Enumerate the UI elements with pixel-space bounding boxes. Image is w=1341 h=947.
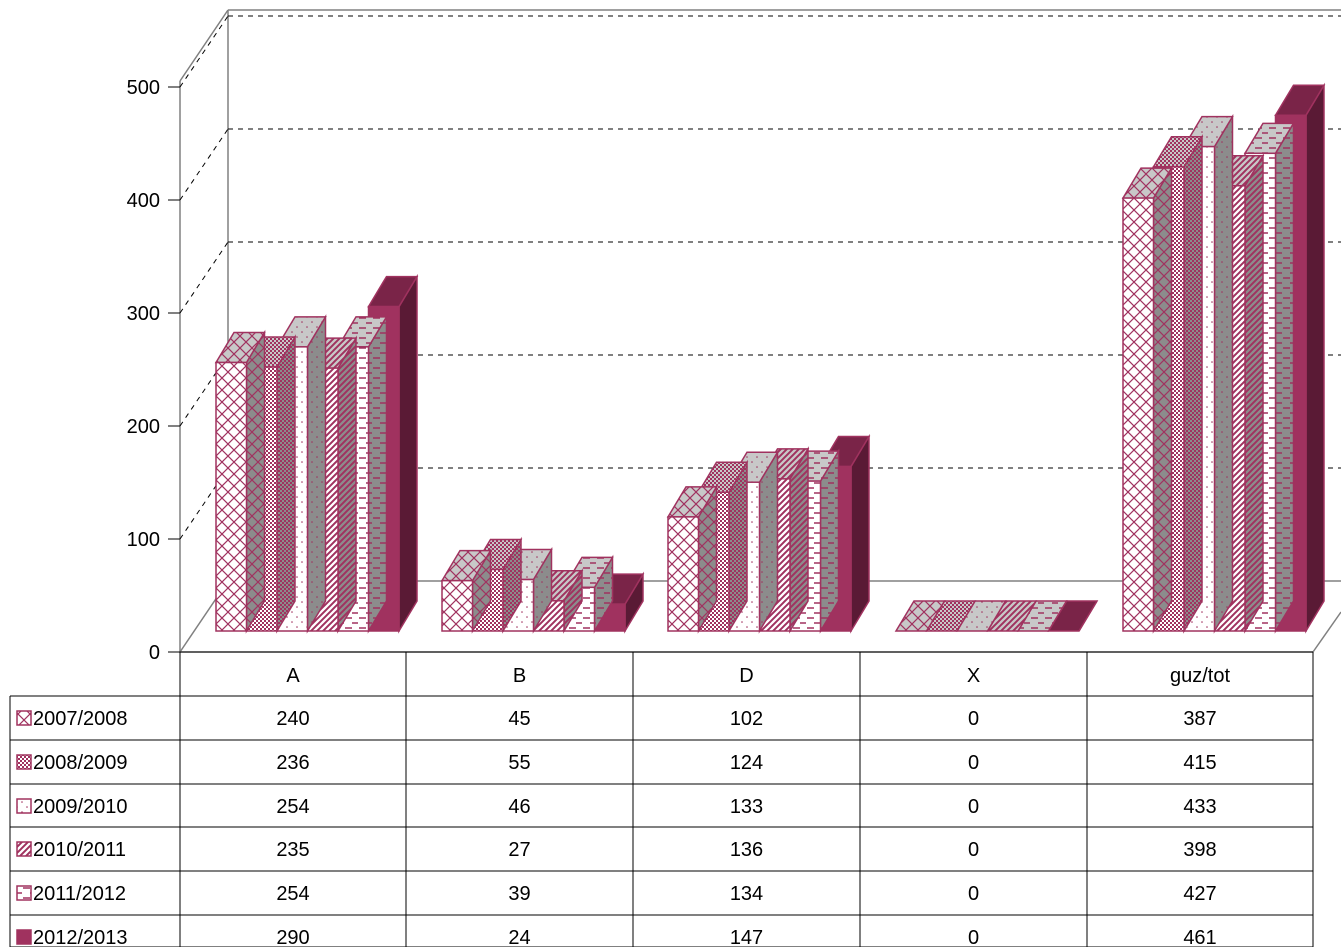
data-label: 240 xyxy=(276,708,309,730)
data-label: 124 xyxy=(730,752,763,774)
data-label: 133 xyxy=(730,796,763,818)
data-label: 0 xyxy=(968,883,979,905)
category-label: A xyxy=(286,665,300,687)
legend-key xyxy=(16,841,32,857)
data-label: 461 xyxy=(1183,927,1216,947)
legend-label: 2011/2012 xyxy=(33,883,126,905)
data-label: 0 xyxy=(968,796,979,818)
y-tick-label: 400 xyxy=(127,190,160,212)
bar xyxy=(666,484,718,634)
bar xyxy=(214,329,266,634)
data-label: 46 xyxy=(508,796,530,818)
data-label: 235 xyxy=(276,839,309,861)
y-tick-label: 200 xyxy=(127,416,160,438)
legend-key xyxy=(16,929,32,945)
y-axis: 0 100 200 300 400 500 xyxy=(127,77,180,664)
category-label: guz/tot xyxy=(1170,665,1230,687)
data-label: 415 xyxy=(1183,752,1216,774)
data-label: 0 xyxy=(968,839,979,861)
data-label: 0 xyxy=(968,708,979,730)
gridline-side xyxy=(179,128,229,201)
data-label: 0 xyxy=(968,752,979,774)
data-label: 134 xyxy=(730,883,763,905)
legend-key xyxy=(16,798,32,814)
legend-label: 2009/2010 xyxy=(33,796,128,818)
data-label: 39 xyxy=(508,883,530,905)
y-tick-label: 100 xyxy=(127,529,160,551)
legend-key xyxy=(16,710,32,726)
bars xyxy=(214,82,1326,634)
y-tick-label: 300 xyxy=(127,303,160,325)
data-label: 387 xyxy=(1183,708,1216,730)
gridline-side xyxy=(179,241,229,314)
legend-label: 2012/2013 xyxy=(33,927,128,947)
data-label: 147 xyxy=(730,927,763,947)
data-label: 290 xyxy=(276,927,309,947)
data-label: 102 xyxy=(730,708,763,730)
y-tick-label: 0 xyxy=(149,642,160,664)
legend-label: 2008/2009 xyxy=(33,752,128,774)
bar xyxy=(440,547,492,634)
data-label: 136 xyxy=(730,839,763,861)
data-label: 27 xyxy=(508,839,530,861)
gridline-side xyxy=(179,15,229,88)
bar xyxy=(894,600,946,632)
data-label: 45 xyxy=(508,708,530,730)
data-label: 427 xyxy=(1183,883,1216,905)
data-label: 0 xyxy=(968,927,979,947)
category-label: B xyxy=(513,665,526,687)
legend-label: 2007/2008 xyxy=(33,708,128,730)
data-label: 433 xyxy=(1183,796,1216,818)
data-label: 398 xyxy=(1183,839,1216,861)
data-label: 55 xyxy=(508,752,530,774)
legend-label: 2010/2011 xyxy=(33,839,126,861)
category-label: X xyxy=(967,665,980,687)
data-label: 254 xyxy=(276,796,309,818)
data-label: 254 xyxy=(276,883,309,905)
legend-key xyxy=(16,885,32,901)
category-label: D xyxy=(739,665,753,687)
data-label: 24 xyxy=(508,927,530,947)
bar xyxy=(1121,165,1173,634)
y-tick-label: 500 xyxy=(127,77,160,99)
legend-key xyxy=(16,754,32,770)
data-label: 236 xyxy=(276,752,309,774)
